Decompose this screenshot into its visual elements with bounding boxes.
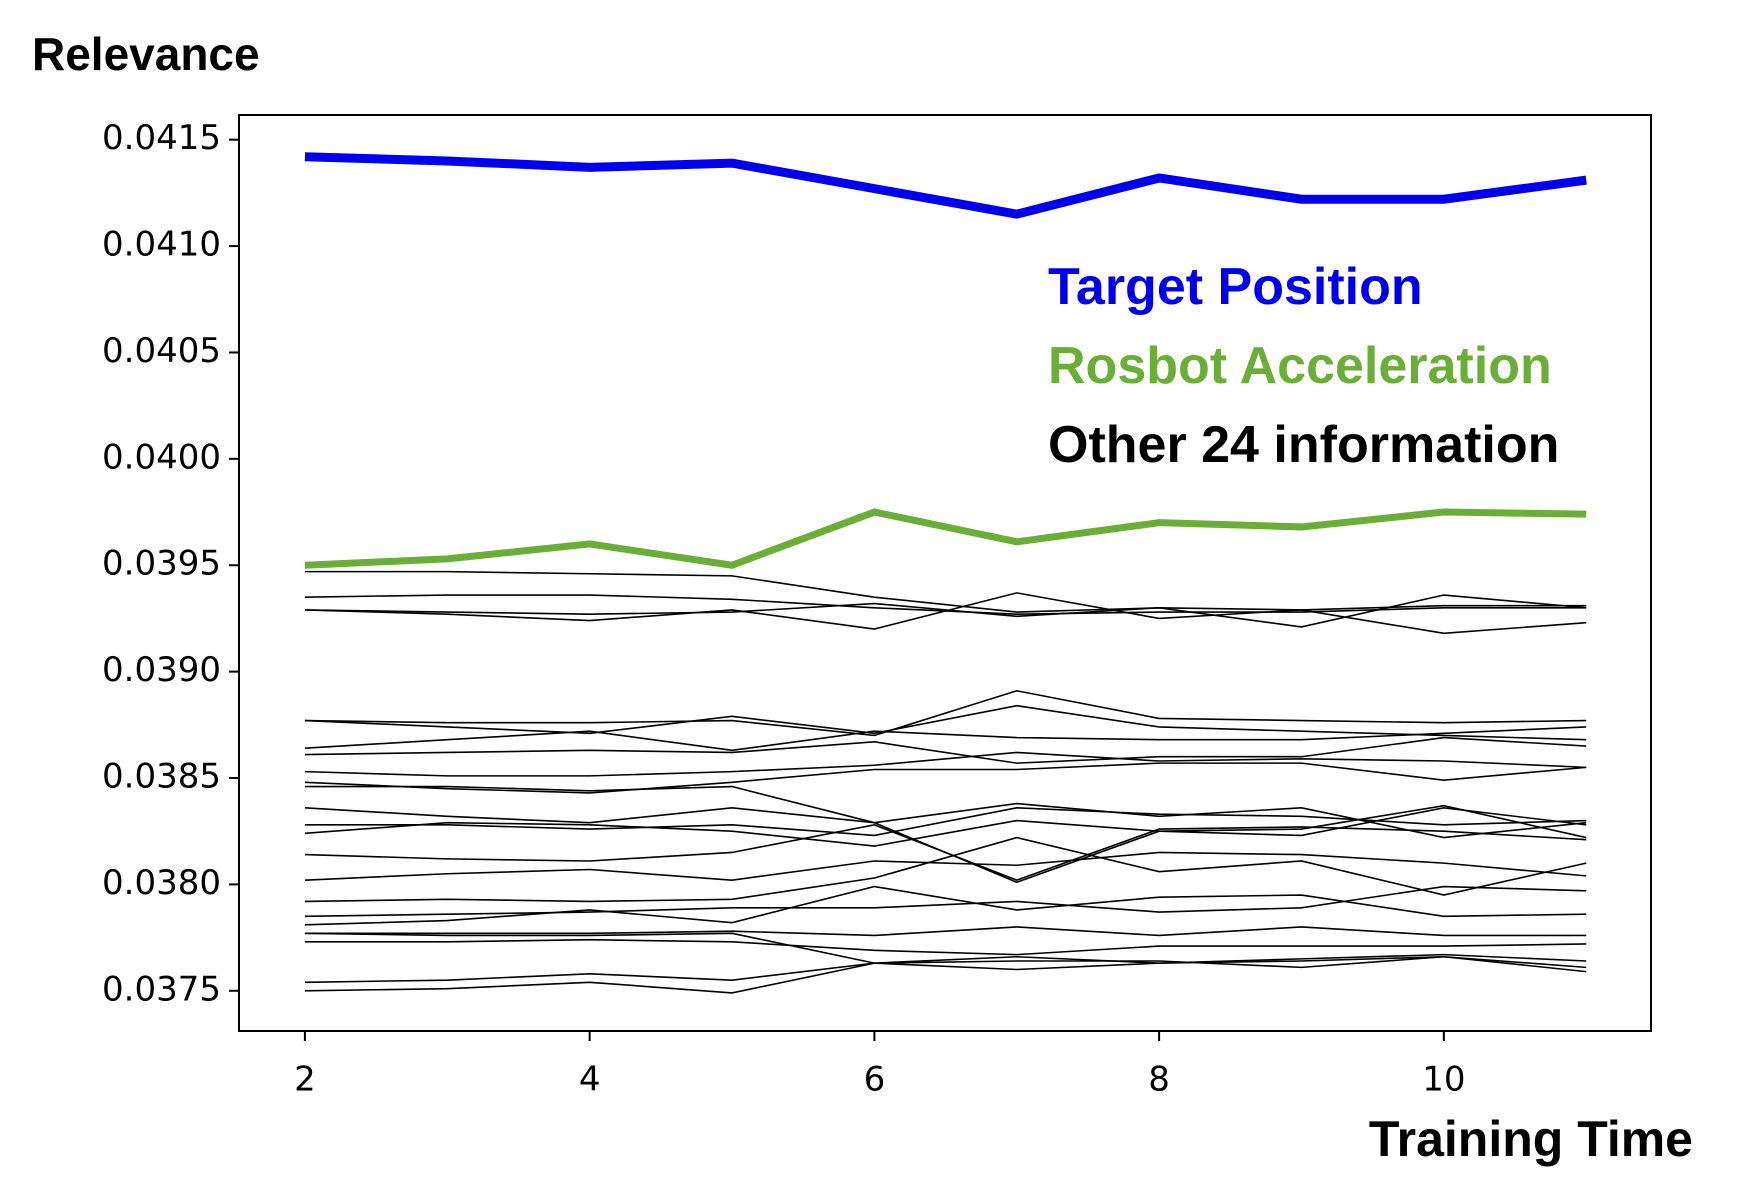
- other-line: [304, 885, 1587, 918]
- other-line: [304, 806, 1587, 837]
- other-line: [304, 689, 1587, 737]
- y-tick-label: 0.0400: [102, 437, 221, 477]
- other-line: [304, 762, 1587, 794]
- other-line: [304, 570, 1587, 613]
- x-tick-label: 8: [1148, 1060, 1170, 1100]
- x-axis-title: Training Time: [1369, 1111, 1693, 1167]
- legend-entry: Other 24 information: [1048, 416, 1559, 474]
- y-tick-label: 0.0375: [102, 969, 221, 1009]
- y-tick-label: 0.0415: [102, 118, 221, 158]
- other-line: [304, 926, 1587, 937]
- other-line: [304, 592, 1587, 635]
- x-tick-label: 4: [579, 1060, 601, 1100]
- plot-frame: [238, 114, 1652, 1032]
- series-line: [304, 508, 1587, 569]
- other-line: [304, 953, 1587, 984]
- other-line: [304, 802, 1587, 839]
- y-tick-label: 0.0410: [102, 225, 221, 265]
- legend-entry: Rosbot Acceleration: [1048, 337, 1552, 395]
- other-line: [304, 736, 1587, 764]
- legend-entry: Target Position: [1048, 258, 1423, 316]
- other-line: [304, 806, 1587, 847]
- other-line: [304, 851, 1587, 881]
- x-tick-label: 10: [1422, 1060, 1465, 1100]
- y-tick-label: 0.0405: [102, 331, 221, 371]
- other-line: [304, 726, 1587, 752]
- other-line: [304, 785, 1587, 884]
- other-line: [304, 932, 1587, 969]
- other-line: [304, 955, 1587, 994]
- y-tick-label: 0.0380: [102, 863, 221, 903]
- y-tick-label: 0.0385: [102, 757, 221, 797]
- y-axis-title: Relevance: [32, 28, 260, 80]
- x-tick-label: 6: [864, 1060, 886, 1100]
- x-tick-label: 2: [294, 1060, 316, 1100]
- other-line: [304, 594, 1587, 628]
- other-line: [304, 704, 1587, 741]
- other-line: [304, 938, 1587, 956]
- series-line: [304, 152, 1587, 219]
- other-line: [304, 823, 1587, 881]
- y-tick-label: 0.0390: [102, 650, 221, 690]
- y-tick-label: 0.0395: [102, 544, 221, 584]
- other-line: [304, 751, 1587, 777]
- other-line: [304, 836, 1587, 903]
- other-line: [304, 885, 1587, 926]
